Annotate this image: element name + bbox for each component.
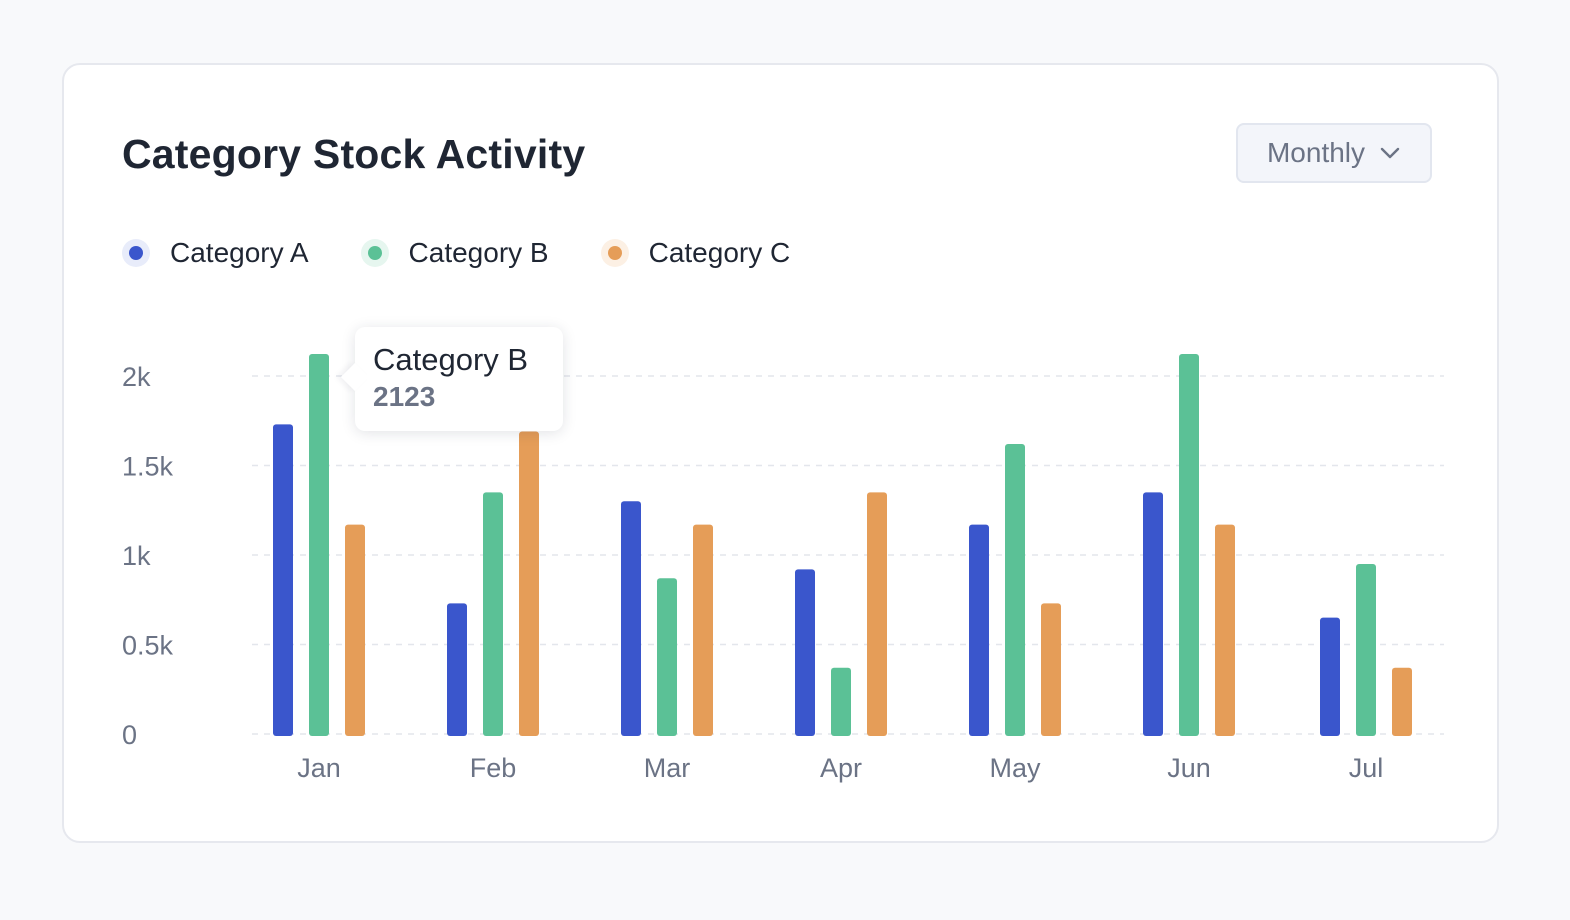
legend-label: Category C	[648, 237, 791, 268]
chart-tooltip: Category B 2123	[355, 327, 563, 431]
bar-category-b-may[interactable]	[1005, 444, 1025, 736]
bar-category-b-apr[interactable]	[831, 667, 851, 736]
bar-category-a-jul[interactable]	[1320, 617, 1340, 736]
bar-category-c-may[interactable]	[1041, 603, 1061, 736]
x-tick-label: Jan	[297, 753, 341, 783]
x-tick-label: Jun	[1167, 753, 1211, 783]
legend-label: Category A	[170, 237, 309, 268]
tooltip-series-name: Category B	[373, 342, 529, 377]
bar-category-a-jun[interactable]	[1143, 492, 1163, 736]
y-tick-label: 2k	[122, 362, 151, 392]
bar-category-c-apr[interactable]	[867, 492, 887, 736]
bar-category-c-mar[interactable]	[693, 524, 713, 736]
bar-category-b-jul[interactable]	[1356, 563, 1376, 736]
bar-category-c-jul[interactable]	[1392, 667, 1412, 736]
chart-legend: Category A Category B Category C	[122, 237, 842, 269]
bar-category-b-jun[interactable]	[1179, 353, 1199, 736]
bar-category-c-feb[interactable]	[519, 431, 539, 736]
legend-item-category-c[interactable]: Category C	[600, 237, 791, 269]
legend-marker-icon	[600, 239, 629, 267]
legend-item-category-b[interactable]: Category B	[360, 237, 549, 269]
x-tick-label: Jul	[1349, 753, 1384, 783]
legend-label: Category B	[408, 237, 549, 268]
bar-category-a-apr[interactable]	[795, 569, 815, 736]
y-tick-label: 1.5k	[122, 452, 174, 482]
chart-card: Category Stock Activity Monthly Category…	[62, 63, 1499, 843]
chevron-down-icon	[1380, 147, 1400, 159]
x-tick-label: Feb	[470, 753, 517, 783]
bar-category-a-may[interactable]	[969, 524, 989, 736]
legend-item-category-a[interactable]: Category A	[122, 237, 309, 269]
x-tick-label: Mar	[644, 753, 691, 783]
x-tick-label: Apr	[820, 753, 862, 783]
bar-category-b-feb[interactable]	[483, 492, 503, 736]
bar-category-c-jan[interactable]	[345, 524, 365, 736]
y-tick-label: 1k	[122, 541, 151, 571]
y-tick-label: 0	[122, 720, 137, 750]
bar-category-b-jan[interactable]	[309, 353, 329, 736]
tooltip-value: 2123	[373, 381, 436, 412]
bar-category-a-feb[interactable]	[447, 603, 467, 736]
period-select-value: Monthly	[1266, 137, 1366, 168]
bar-category-a-jan[interactable]	[273, 424, 293, 736]
legend-marker-icon	[360, 239, 389, 267]
bar-chart: 0 0.5k 1k 1.5k 2k Jan Feb Mar Apr May Jun Jul	[122, 353, 1444, 783]
legend-marker-icon	[122, 239, 150, 267]
bar-category-b-mar[interactable]	[657, 578, 677, 736]
y-tick-label: 0.5k	[122, 631, 174, 661]
bar-category-c-jun[interactable]	[1215, 524, 1235, 736]
period-select[interactable]: Monthly	[1236, 123, 1432, 183]
x-tick-label: May	[989, 753, 1041, 783]
card-title: Category Stock Activity	[122, 131, 586, 177]
bar-category-a-mar[interactable]	[621, 501, 641, 736]
